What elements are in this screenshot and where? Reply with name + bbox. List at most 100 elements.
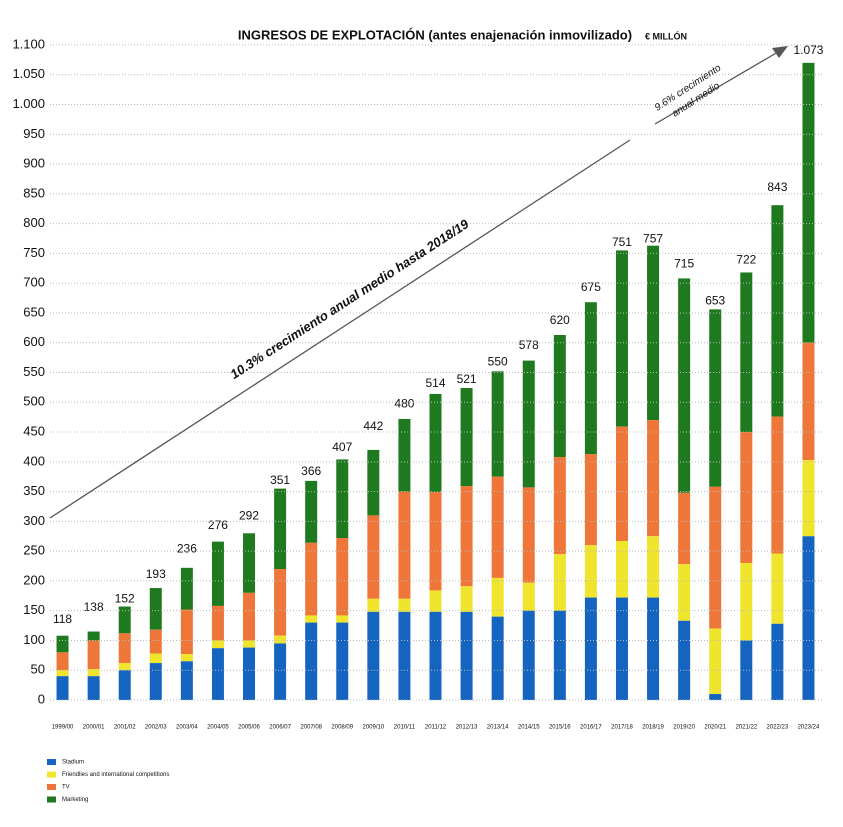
bar-segment [429,393,442,493]
bar-segment [336,459,349,539]
bar-segment [243,592,256,641]
total-label: 521 [457,372,477,386]
x-tick-label: 2001/02 [114,725,136,731]
y-tick-label: 0 [38,691,45,706]
x-tick-label: 2016/17 [580,725,602,731]
bar-segment [180,654,193,662]
x-tick-label: 2004/05 [207,725,229,731]
bar-segment [553,334,566,458]
bar-segment [491,577,504,617]
x-tick-label: 2012/13 [456,725,478,731]
total-label: 118 [53,612,72,626]
total-label: 751 [612,235,632,249]
bar-segment [211,605,224,641]
total-label: 366 [301,464,321,478]
bar-segment [615,541,628,598]
x-tick-label: 2014/15 [518,725,540,731]
bar-segment [180,609,193,655]
bar-segment [180,661,193,700]
bar-segment [243,640,256,648]
bar-segment [367,449,380,516]
bar-segment [305,542,318,616]
chart-title: INGRESOS DE EXPLOTACIÓN (antes enajenaci… [238,27,632,42]
bar-segment [802,342,815,461]
bar-segment [771,205,784,417]
y-tick-label: 900 [23,156,45,171]
total-label: 292 [239,508,259,522]
total-label: 715 [674,256,694,270]
bar-segment [802,460,815,537]
bar-segment [87,631,100,641]
y-tick-label: 150 [23,602,45,617]
bar-segment [584,545,597,598]
bar-segment [56,676,69,700]
bar-segment [398,491,411,599]
bar-segment [305,480,318,543]
x-tick-label: 1999/00 [52,725,74,731]
bar-segment [56,670,69,677]
bar-segment [274,569,287,636]
x-tick-label: 2000/01 [83,725,105,731]
total-label: 843 [767,180,787,194]
bar-segment [647,597,660,700]
chart-subtitle: € MILLÓN [645,30,687,41]
legend-swatch [47,784,56,790]
x-tick-label: 2011/12 [425,725,447,731]
y-tick-label: 450 [23,423,45,438]
total-label: 675 [581,280,601,294]
bar-segment [87,669,100,677]
bar-segment [87,676,100,700]
bar-segment [460,586,473,612]
total-label: 351 [270,473,290,487]
total-label: 620 [550,313,570,327]
bar-segment [367,598,380,612]
bar-segment [709,309,722,487]
bar-segment [87,640,100,670]
y-tick-label: 950 [23,126,45,141]
trend-arrow [654,51,779,125]
bar-segment [460,611,473,700]
y-tick-label: 850 [23,185,45,200]
total-label: 578 [519,338,539,352]
bar-segment [584,454,597,546]
total-label: 514 [425,376,445,390]
bar-segment [522,610,535,700]
x-tick-label: 2023/24 [798,725,820,731]
y-tick-label: 250 [23,543,45,558]
bar-segment [647,245,660,421]
bar-segment [491,616,504,700]
x-tick-label: 2005/06 [238,725,260,731]
total-label: 407 [332,440,352,454]
bar-segment [678,564,691,621]
bar-segment [678,492,691,565]
legend-label: Marketing [62,797,88,803]
total-label: 653 [705,293,725,307]
bar-segment [118,670,131,700]
x-tick-label: 2003/04 [176,725,198,731]
x-tick-label: 2007/08 [300,725,322,731]
bar-segment [522,360,535,488]
bar-segment [398,418,411,492]
bar-segment [615,250,628,427]
trend-arrow [49,139,631,519]
y-tick-label: 50 [31,662,45,677]
total-label: 236 [177,542,197,556]
bar-segment [522,582,535,611]
bar-segment [56,652,69,671]
x-tick-label: 2020/21 [704,725,726,731]
bar-segment [211,648,224,700]
y-tick-label: 750 [23,245,45,260]
arrow-head [772,46,788,58]
bar-segment [460,486,473,587]
bar-segment [522,487,535,583]
total-label: 550 [488,355,508,369]
bar-segment [149,629,162,654]
bar-segment [211,640,224,649]
x-tick-label: 2006/07 [269,725,291,731]
y-tick-label: 1.100 [12,36,45,51]
bar-segment [429,590,442,612]
x-tick-label: 2022/23 [767,725,789,731]
x-tick-label: 2008/09 [331,725,353,731]
y-tick-label: 700 [23,275,45,290]
y-tick-label: 400 [23,453,45,468]
